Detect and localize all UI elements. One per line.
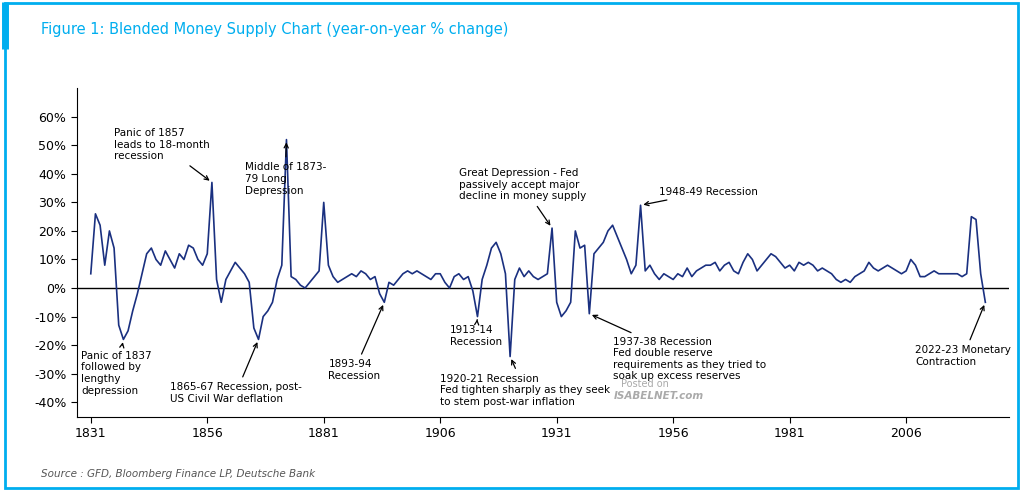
Text: 1937-38 Recession
Fed double reserve
requirements as they tried to
soak up exces: 1937-38 Recession Fed double reserve req… xyxy=(593,315,766,381)
Text: Posted on: Posted on xyxy=(622,379,669,390)
Text: Source : GFD, Bloomberg Finance LP, Deutsche Bank: Source : GFD, Bloomberg Finance LP, Deut… xyxy=(41,469,315,479)
Text: Great Depression - Fed
passively accept major
decline in money supply: Great Depression - Fed passively accept … xyxy=(459,168,586,224)
Text: Middle of 1873-
79 Long
Depression: Middle of 1873- 79 Long Depression xyxy=(245,144,326,196)
Text: ISABELNET.com: ISABELNET.com xyxy=(614,391,705,401)
Text: 1920-21 Recession
Fed tighten sharply as they seek
to stem post-war inflation: 1920-21 Recession Fed tighten sharply as… xyxy=(440,360,610,407)
Text: 1893-94
Recession: 1893-94 Recession xyxy=(329,306,383,381)
Text: 1913-14
Recession: 1913-14 Recession xyxy=(450,319,502,347)
Text: 1865-67 Recession, post-
US Civil War deflation: 1865-67 Recession, post- US Civil War de… xyxy=(170,343,302,404)
Text: 1948-49 Recession: 1948-49 Recession xyxy=(645,187,758,206)
Text: 2022-23 Monetary
Contraction: 2022-23 Monetary Contraction xyxy=(915,306,1012,367)
Text: Panic of 1837
followed by
lengthy
depression: Panic of 1837 followed by lengthy depres… xyxy=(82,343,153,395)
Text: Figure 1: Blended Money Supply Chart (year-on-year % change): Figure 1: Blended Money Supply Chart (ye… xyxy=(41,22,508,37)
Text: Panic of 1857
leads to 18-month
recession: Panic of 1857 leads to 18-month recessio… xyxy=(114,128,210,180)
